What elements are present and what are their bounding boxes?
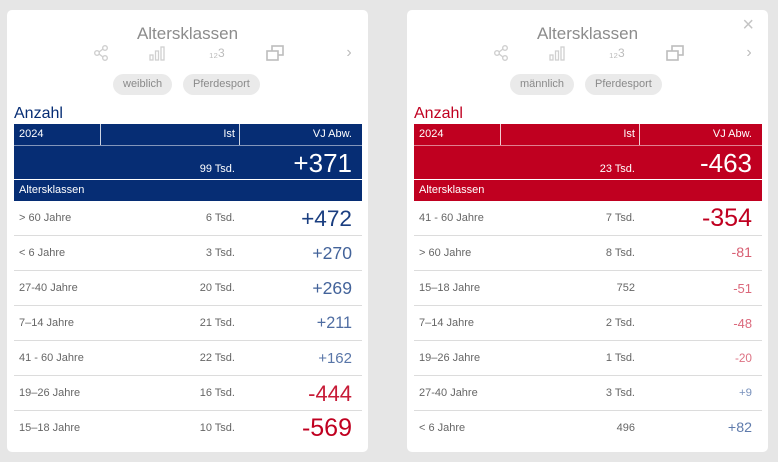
row-ist: 20 Tsd. bbox=[199, 282, 235, 294]
row-ist: 496 bbox=[616, 422, 635, 434]
filter-chip-gender[interactable]: männlich bbox=[510, 74, 575, 95]
share-icon[interactable] bbox=[89, 42, 113, 64]
row-label: 19–26 Jahre bbox=[19, 387, 81, 399]
row-label: < 6 Jahre bbox=[419, 422, 466, 434]
col-abw: VJ Abw. bbox=[712, 128, 752, 140]
row-abw: -81 bbox=[731, 245, 752, 261]
row-label: 27-40 Jahre bbox=[419, 387, 478, 399]
col-ist: Ist bbox=[223, 128, 235, 140]
share-icon[interactable] bbox=[489, 42, 513, 64]
table-row[interactable]: 41 - 60 Jahre 7 Tsd. -354 bbox=[414, 201, 762, 236]
number-format-icon[interactable]: ₁₂3 bbox=[609, 46, 625, 60]
row-abw: +472 bbox=[301, 206, 352, 231]
row-ist: 1 Tsd. bbox=[605, 352, 635, 364]
row-label: 7–14 Jahre bbox=[19, 317, 75, 329]
row-label: 41 - 60 Jahre bbox=[419, 212, 484, 224]
row-label: > 60 Jahre bbox=[419, 247, 472, 259]
table-row[interactable]: < 6 Jahre 3 Tsd. +270 bbox=[14, 236, 362, 271]
row-label: 15–18 Jahre bbox=[419, 282, 481, 294]
table-row[interactable]: 15–18 Jahre 752 -51 bbox=[414, 271, 762, 306]
row-ist: 7 Tsd. bbox=[605, 212, 635, 224]
row-abw: +211 bbox=[316, 314, 352, 332]
row-ist: 21 Tsd. bbox=[199, 317, 235, 329]
table-row[interactable]: 19–26 Jahre 16 Tsd. -444 bbox=[14, 376, 362, 411]
col-year: 2024 bbox=[419, 128, 444, 140]
row-abw: +270 bbox=[312, 243, 352, 263]
row-ist: 8 Tsd. bbox=[605, 247, 635, 259]
row-abw: +269 bbox=[312, 278, 352, 298]
filter-chip-sport[interactable]: Pferdesport bbox=[585, 74, 662, 95]
row-label: 27-40 Jahre bbox=[19, 282, 78, 294]
row-abw: -569 bbox=[301, 414, 352, 442]
table-row[interactable]: 15–18 Jahre 10 Tsd. -569 bbox=[14, 411, 362, 446]
subheader: Altersklassen bbox=[14, 180, 362, 201]
table-header: 2024 Ist VJ Abw. bbox=[14, 124, 362, 145]
section-title: Anzahl bbox=[14, 105, 63, 122]
row-abw: -354 bbox=[701, 204, 752, 232]
table-row[interactable]: > 60 Jahre 8 Tsd. -81 bbox=[414, 236, 762, 271]
row-ist: 3 Tsd. bbox=[605, 387, 635, 399]
col-abw: VJ Abw. bbox=[312, 128, 352, 140]
chevron-right-icon[interactable]: › bbox=[346, 44, 352, 61]
row-ist: 2 Tsd. bbox=[605, 317, 635, 329]
total-ist: 99 Tsd. bbox=[199, 163, 235, 175]
table-row[interactable]: > 60 Jahre 6 Tsd. +472 bbox=[14, 201, 362, 236]
filter-chip-sport[interactable]: Pferdesport bbox=[183, 74, 260, 95]
card-toolbar: ₁₂3 › bbox=[7, 42, 368, 64]
card-weiblich: Altersklassen ₁₂3 › weiblich Pferdesport… bbox=[7, 10, 368, 452]
bar-chart-icon[interactable] bbox=[145, 42, 169, 64]
row-label: 41 - 60 Jahre bbox=[19, 352, 84, 364]
table-header: 2024 Ist VJ Abw. bbox=[414, 124, 762, 145]
section-title: Anzahl bbox=[414, 105, 463, 122]
row-abw: -444 bbox=[308, 381, 352, 406]
subheader: Altersklassen bbox=[414, 180, 762, 201]
row-abw: +82 bbox=[727, 420, 752, 436]
total-abw: +371 bbox=[293, 148, 352, 178]
rows: > 60 Jahre 6 Tsd. +472 < 6 Jahre 3 Tsd. +270 2… bbox=[14, 201, 362, 446]
row-abw: -20 bbox=[734, 351, 752, 365]
table-row[interactable]: 7–14 Jahre 21 Tsd. +211 bbox=[14, 306, 362, 341]
table-row[interactable]: 41 - 60 Jahre 22 Tsd. +162 bbox=[14, 341, 362, 376]
table-row[interactable]: 27-40 Jahre 20 Tsd. +269 bbox=[14, 271, 362, 306]
col-ist: Ist bbox=[623, 128, 635, 140]
row-label: 7–14 Jahre bbox=[419, 317, 475, 329]
rows: 41 - 60 Jahre 7 Tsd. -354 > 60 Jahre 8 Tsd. -… bbox=[414, 201, 762, 446]
card-toolbar: ₁₂3 › bbox=[407, 42, 768, 64]
total-row: 23 Tsd. -463 bbox=[414, 145, 762, 179]
number-format-icon[interactable]: ₁₂3 bbox=[209, 46, 225, 60]
row-ist: 3 Tsd. bbox=[205, 247, 235, 259]
row-label: > 60 Jahre bbox=[19, 212, 72, 224]
total-ist: 23 Tsd. bbox=[599, 163, 635, 175]
bar-chart-icon[interactable] bbox=[545, 42, 569, 64]
card-maennlich: Altersklassen × ₁₂3 › männlich Pferdespo… bbox=[407, 10, 768, 452]
total-abw: -463 bbox=[699, 148, 752, 178]
row-ist: 10 Tsd. bbox=[199, 422, 235, 434]
row-ist: 752 bbox=[616, 282, 635, 294]
row-label: 15–18 Jahre bbox=[19, 422, 81, 434]
table-row[interactable]: 27-40 Jahre 3 Tsd. +9 bbox=[414, 376, 762, 411]
row-label: 19–26 Jahre bbox=[419, 352, 481, 364]
chevron-right-icon[interactable]: › bbox=[746, 44, 752, 61]
col-year: 2024 bbox=[19, 128, 44, 140]
copy-window-icon[interactable] bbox=[663, 42, 687, 64]
total-row: 99 Tsd. +371 bbox=[14, 145, 362, 179]
copy-window-icon[interactable] bbox=[263, 42, 287, 64]
table-row[interactable]: 7–14 Jahre 2 Tsd. -48 bbox=[414, 306, 762, 341]
row-label: < 6 Jahre bbox=[19, 247, 66, 259]
row-ist: 22 Tsd. bbox=[199, 352, 235, 364]
row-abw: +9 bbox=[739, 387, 752, 399]
row-abw: -48 bbox=[733, 316, 752, 331]
table-row[interactable]: < 6 Jahre 496 +82 bbox=[414, 411, 762, 446]
row-abw: -51 bbox=[733, 281, 752, 296]
table-row[interactable]: 19–26 Jahre 1 Tsd. -20 bbox=[414, 341, 762, 376]
filter-chip-gender[interactable]: weiblich bbox=[113, 74, 173, 95]
row-abw: +162 bbox=[318, 350, 352, 367]
card-title: Altersklassen bbox=[536, 24, 639, 43]
row-ist: 6 Tsd. bbox=[205, 212, 235, 224]
row-ist: 16 Tsd. bbox=[199, 387, 235, 399]
card-title: Altersklassen bbox=[136, 24, 239, 43]
close-icon[interactable]: × bbox=[742, 14, 754, 36]
